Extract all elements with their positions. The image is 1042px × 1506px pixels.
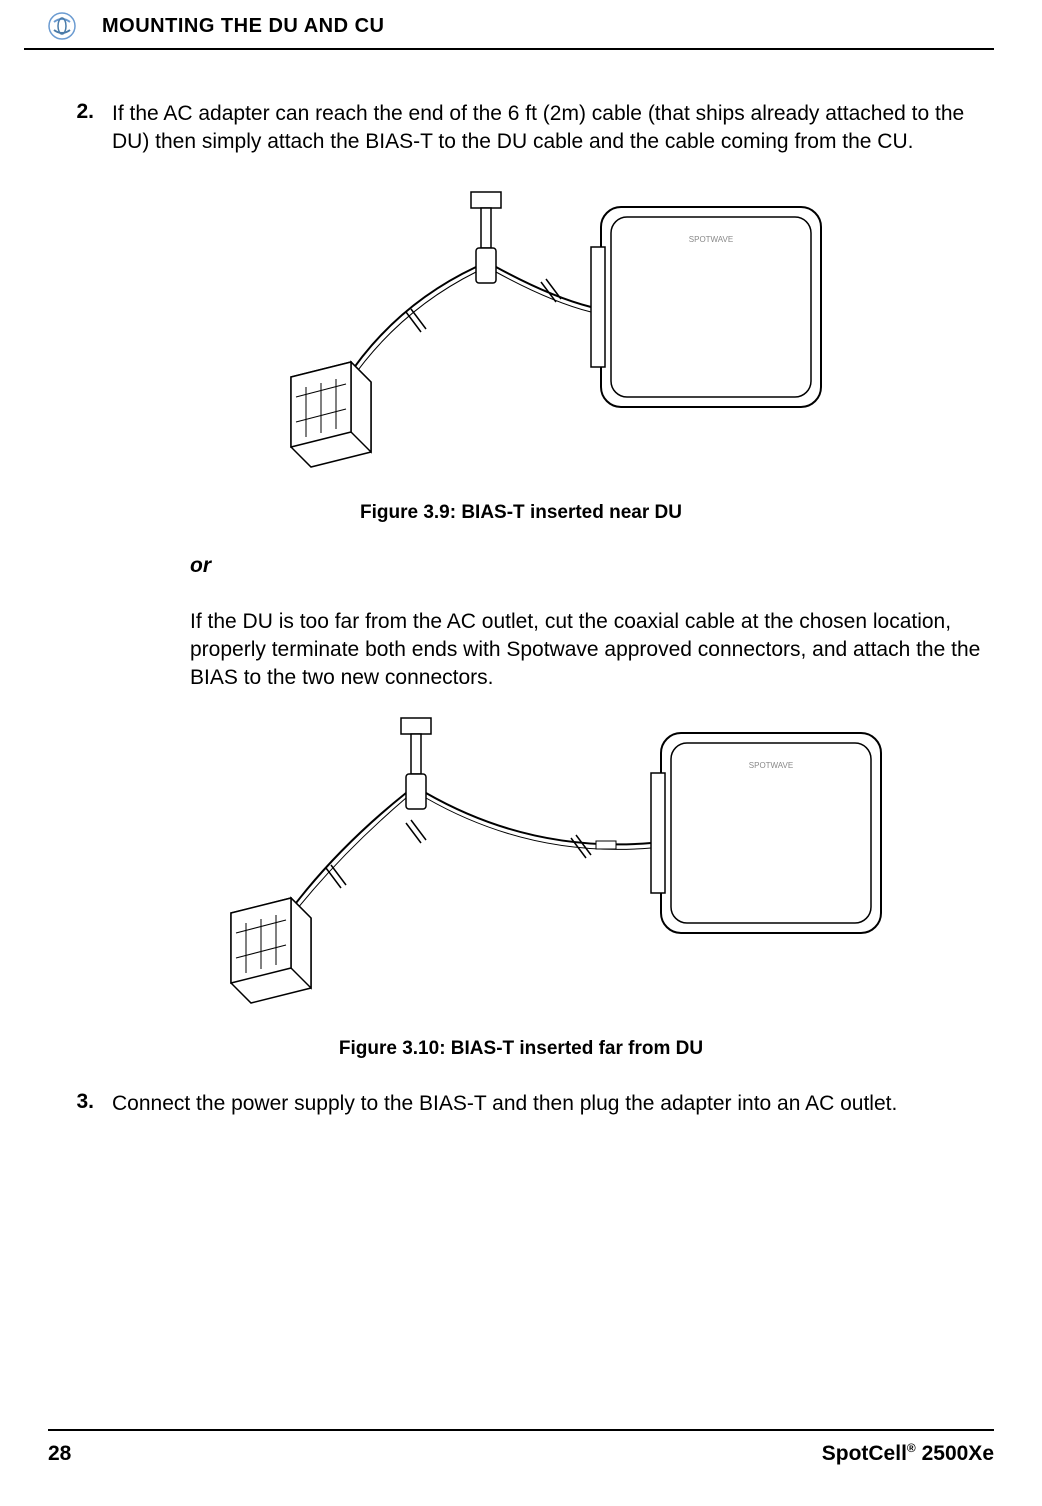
figure-image: SPOTWAVE: [151, 713, 891, 1018]
figure-image: SPOTWAVE: [211, 187, 831, 482]
du-panel-icon: SPOTWAVE: [591, 207, 821, 407]
step-number: 3.: [60, 1090, 112, 1118]
brand-suffix: 2500Xe: [922, 1442, 994, 1465]
figure-3-10: SPOTWAVE: [60, 713, 982, 1060]
cu-device-icon: [291, 362, 371, 467]
brand-icon: [48, 12, 76, 40]
or-separator: or: [190, 554, 982, 578]
step-3: 3. Connect the power supply to the BIAS-…: [60, 1090, 982, 1118]
step-text: Connect the power supply to the BIAS-T a…: [112, 1090, 982, 1118]
step-text: If the AC adapter can reach the end of t…: [112, 100, 982, 157]
step-number: 2.: [60, 100, 112, 157]
alternative-instruction: If the DU is too far from the AC outlet,…: [190, 608, 982, 693]
footer-brand: SpotCell® 2500Xe: [822, 1441, 994, 1466]
registered-icon: ®: [907, 1441, 916, 1455]
bias-t-icon: [401, 718, 431, 809]
du-panel-icon: SPOTWAVE: [651, 733, 881, 933]
figure-3-9: SPOTWAVE: [60, 187, 982, 524]
figure-caption: Figure 3.10: BIAS-T inserted far from DU: [60, 1038, 982, 1060]
svg-text:SPOTWAVE: SPOTWAVE: [689, 235, 733, 244]
step-2: 2. If the AC adapter can reach the end o…: [60, 100, 982, 157]
page-footer: 28 SpotCell® 2500Xe: [48, 1429, 994, 1466]
brand-prefix: SpotCell: [822, 1442, 907, 1465]
svg-text:SPOTWAVE: SPOTWAVE: [749, 761, 793, 770]
page-number: 28: [48, 1442, 71, 1466]
bias-t-icon: [471, 192, 501, 283]
page-header: MOUNTING THE DU AND CU: [24, 0, 994, 50]
page-content: 2. If the AC adapter can reach the end o…: [0, 50, 1042, 1118]
cu-device-icon: [231, 898, 311, 1003]
figure-caption: Figure 3.9: BIAS-T inserted near DU: [60, 502, 982, 524]
header-title: MOUNTING THE DU AND CU: [96, 15, 384, 38]
